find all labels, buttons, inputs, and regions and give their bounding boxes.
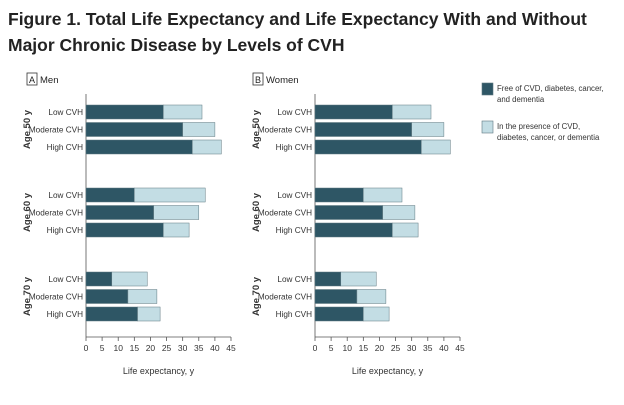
figure-title-line-2: Major Chronic Disease by Levels of CVH <box>8 35 345 55</box>
bar-disease <box>153 205 200 220</box>
figure-title: Figure 1. Total Life Expectancy and Life… <box>8 6 618 58</box>
x-tick-label: 15 <box>359 343 369 353</box>
figure-title-line-1: Figure 1. Total Life Expectancy and Life… <box>8 9 587 29</box>
category-label: Moderate CVH <box>258 293 312 302</box>
bar-disease <box>163 104 203 120</box>
bar-free <box>85 271 113 287</box>
bar-free <box>85 222 164 238</box>
panel-letter: A <box>29 75 35 85</box>
age-group-label: Age 60 y <box>251 192 262 232</box>
category-label: Moderate CVH <box>258 209 312 218</box>
bar-disease <box>363 306 390 322</box>
category-label: Moderate CVH <box>29 209 83 218</box>
x-tick-label: 35 <box>194 343 204 353</box>
legend-label: diabetes, cancer, or dementia <box>497 133 600 142</box>
bar-disease <box>392 222 419 238</box>
age-group-label: Age 50 y <box>22 109 33 149</box>
legend-label: Free of CVD, diabetes, cancer, <box>497 84 604 93</box>
bar-free <box>314 205 383 220</box>
category-label: Low CVH <box>48 275 83 284</box>
x-tick-label: 30 <box>178 343 188 353</box>
x-axis-title: Life expectancy, y <box>352 366 424 376</box>
category-label: Low CVH <box>277 108 312 117</box>
category-label: Low CVH <box>48 108 83 117</box>
x-tick-label: 10 <box>342 343 352 353</box>
bar-free <box>85 187 135 203</box>
bar-disease <box>392 104 432 120</box>
age-group-label: Age 50 y <box>251 109 262 149</box>
category-label: High CVH <box>276 310 312 319</box>
category-label: Moderate CVH <box>29 126 83 135</box>
bar-disease <box>137 306 161 322</box>
age-group-label: Age 60 y <box>22 192 33 232</box>
x-tick-label: 20 <box>146 343 156 353</box>
age-group-label: Age 70 y <box>251 276 262 316</box>
bar-disease <box>163 222 190 238</box>
category-label: High CVH <box>47 310 83 319</box>
x-tick-label: 0 <box>313 343 318 353</box>
category-label: Moderate CVH <box>29 293 83 302</box>
panel-letter-box <box>26 72 38 86</box>
bar-free <box>85 205 154 220</box>
x-tick-label: 5 <box>329 343 334 353</box>
category-label: High CVH <box>276 226 312 235</box>
x-tick-label: 25 <box>391 343 401 353</box>
category-label: Low CVH <box>277 191 312 200</box>
panel-letter-box <box>252 72 264 86</box>
category-label: Low CVH <box>277 275 312 284</box>
bar-free <box>85 139 193 155</box>
panel-title: Men <box>40 75 58 86</box>
legend-label: In the presence of CVD, <box>497 122 580 131</box>
x-tick-label: 0 <box>84 343 89 353</box>
bar-disease <box>340 271 377 287</box>
bar-free <box>314 187 364 203</box>
x-tick-label: 40 <box>439 343 449 353</box>
category-label: High CVH <box>47 143 83 152</box>
category-label: High CVH <box>47 226 83 235</box>
bar-disease <box>134 187 206 203</box>
bar-disease <box>127 289 158 304</box>
bar-disease <box>421 139 451 155</box>
x-tick-label: 10 <box>113 343 123 353</box>
x-tick-label: 40 <box>210 343 220 353</box>
x-tick-label: 15 <box>130 343 140 353</box>
x-tick-label: 30 <box>407 343 417 353</box>
x-tick-label: 20 <box>375 343 385 353</box>
age-group-label: Age 70 y <box>22 276 33 316</box>
bar-disease <box>382 205 416 220</box>
bar-disease <box>182 122 216 137</box>
bar-free <box>85 122 183 137</box>
bar-free <box>314 271 342 287</box>
bar-free <box>314 306 364 322</box>
bar-free <box>85 104 164 120</box>
bar-disease <box>192 139 222 155</box>
category-label: High CVH <box>276 143 312 152</box>
bar-disease <box>363 187 403 203</box>
panel-letter: B <box>255 75 261 85</box>
bar-free <box>314 122 412 137</box>
bar-free <box>85 289 129 304</box>
x-tick-label: 35 <box>423 343 433 353</box>
bar-free <box>314 104 393 120</box>
x-tick-label: 5 <box>100 343 105 353</box>
x-axis-title: Life expectancy, y <box>123 366 195 376</box>
bar-disease <box>111 271 148 287</box>
x-tick-label: 45 <box>226 343 236 353</box>
legend-swatch-free <box>481 82 494 96</box>
bar-free <box>314 222 393 238</box>
legend-label: and dementia <box>497 95 545 104</box>
x-tick-label: 25 <box>162 343 172 353</box>
bar-free <box>85 306 138 322</box>
bar-free <box>314 139 422 155</box>
bar-disease <box>411 122 445 137</box>
panel-title: Women <box>266 75 299 86</box>
category-label: Moderate CVH <box>258 126 312 135</box>
bar-free <box>314 289 358 304</box>
x-tick-label: 45 <box>455 343 465 353</box>
bar-disease <box>356 289 387 304</box>
category-label: Low CVH <box>48 191 83 200</box>
legend-swatch-disease <box>481 120 494 134</box>
